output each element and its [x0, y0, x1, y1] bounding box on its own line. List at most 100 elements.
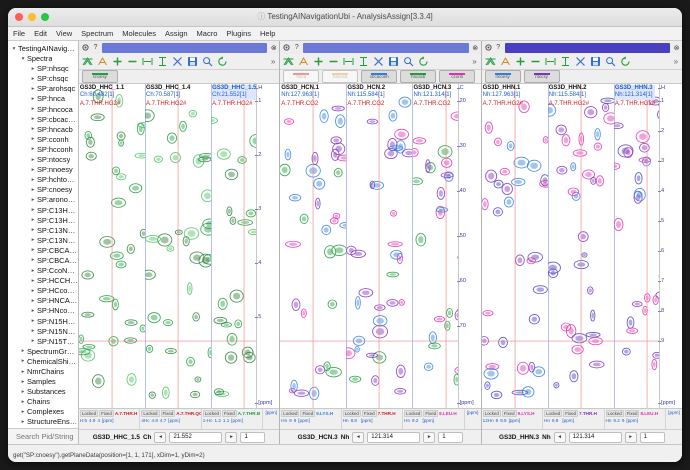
contour-positive-icon[interactable]	[282, 55, 295, 68]
chevron-icon[interactable]: ▸	[31, 136, 35, 143]
tree-item[interactable]: ▸ SP:hncacb	[10, 125, 78, 135]
chevron-icon[interactable]: ▸	[31, 318, 35, 325]
menu-spectrum[interactable]: Spectrum	[81, 29, 114, 38]
menu-molecules[interactable]: Molecules	[122, 29, 157, 38]
chevron-icon[interactable]: ▸	[31, 277, 35, 284]
panel-settings-gear-icon[interactable]	[483, 42, 492, 53]
tree-item[interactable]: ▸SP:N15NOESY_nnoesy...	[10, 327, 78, 337]
chevron-icon[interactable]: ▸	[21, 418, 25, 425]
chevron-icon[interactable]: ▸	[31, 186, 35, 193]
fix-button[interactable]: Fixed	[563, 410, 579, 417]
chevron-icon[interactable]: ▸	[21, 408, 25, 415]
contour-negative-icon[interactable]	[297, 55, 310, 68]
tree-item[interactable]: ▸SP:C13HSQC_@ARO_...	[10, 216, 78, 226]
lock-button[interactable]: Locked	[79, 410, 99, 417]
tree-item[interactable]: ▸ Samples	[10, 377, 78, 387]
tree-item[interactable]: ▸ SP:nnoesy	[10, 165, 78, 175]
panel-close-icon[interactable]: ⊗	[472, 44, 479, 52]
menu-file[interactable]: File	[13, 29, 26, 38]
tree-item[interactable]: ▸ SP:hncoca	[10, 105, 78, 115]
tree-item[interactable]: ▸SP:CBCAcoNH_cbcacon...	[10, 256, 78, 266]
tree-item[interactable]: ▸ SP:cconh	[10, 135, 78, 145]
tree-item[interactable]: ▸ SP:ntocsy	[10, 155, 78, 165]
chevron-icon[interactable]: ▸	[31, 196, 35, 203]
chevron-icon[interactable]: ▾	[21, 55, 25, 62]
tree-item[interactable]: ▸ChemicalShiftLists	[10, 357, 78, 367]
strip-axis-cell[interactable]: Locked Fixed 7.THR.H Hn 8.8 [ppm]	[543, 409, 605, 429]
menu-assign[interactable]: Assign	[165, 29, 188, 38]
tree-item[interactable]: ▸ SP:hchtocsy	[10, 175, 78, 185]
plane-value-field[interactable]: 21.552	[169, 431, 223, 443]
spectrum-toggle-cbcaconh[interactable]: cbcaconh	[361, 70, 398, 83]
fix-button[interactable]: Fixed	[423, 410, 439, 417]
chevron-icon[interactable]: ▸	[31, 85, 35, 92]
tree-item[interactable]: ▸ SP:chsqc	[10, 74, 78, 84]
spectrum-toggle-hncacb[interactable]: hncacb	[400, 70, 437, 83]
project-tree[interactable]: ▾TestingAINavigationUbi▾Spectra▸SP:nhsqc…	[8, 41, 78, 444]
search-input[interactable]	[8, 431, 78, 442]
reset-zoom-icon[interactable]	[372, 55, 385, 68]
chevron-icon[interactable]: ▸	[31, 247, 35, 254]
spectrum-strip[interactable]: GS3D_HHC_1.1 Ch:60.482[1] A.7.THR.HG2#	[78, 84, 146, 408]
previous-plane-button[interactable]: ◂	[553, 431, 566, 443]
panel-help-icon[interactable]: ?	[496, 44, 501, 51]
chevron-icon[interactable]: ▾	[12, 45, 16, 52]
previous-plane-button[interactable]: ◂	[352, 431, 365, 443]
chevron-icon[interactable]: ▸	[31, 287, 35, 294]
zoom-search-icon[interactable]	[402, 55, 415, 68]
tree-item[interactable]: ▸ NmrChains	[10, 367, 78, 377]
strip-label[interactable]: GS3D_HHC_1.1 Ch:60.482[1] A.7.THR.HG2#	[80, 85, 124, 108]
spectrum-toggle-bar[interactable]: hnca hncoca cbcaconh hncacb cconh	[280, 70, 481, 84]
expand-vertical-icon[interactable]	[559, 55, 572, 68]
tree-item[interactable]: ▸StructureEnsembles	[10, 417, 78, 427]
panel-close-icon[interactable]: ⊗	[270, 44, 277, 52]
plane-value-field[interactable]: 121.314	[568, 431, 622, 443]
strip-label[interactable]: GS3D_HHN.1 Nh:127.963[1] A.7.THR.HG2#	[483, 85, 523, 108]
strip-label[interactable]: GS3D_HHN.3 Nh:121.314[1] A.7.THR.HG2#	[614, 85, 656, 108]
strip-label[interactable]: GS3D_HCN.1 Nh:127.963[1] A.7.THR.CG2	[281, 85, 319, 108]
expand-horizontal-icon[interactable]	[342, 55, 355, 68]
tree-item[interactable]: ▸SP:CcoNH_cconh_@FL...	[10, 266, 78, 276]
strip-navigation-bar[interactable]: GS3D_HCN.3 Nh ◂ 121.314 ▸ 1	[280, 429, 481, 444]
spectrum-toggle-ntocsy[interactable]: ntocsy	[523, 70, 560, 83]
plane-index-field[interactable]: 1	[639, 431, 665, 443]
contour-negative-icon[interactable]	[499, 55, 512, 68]
chevron-icon[interactable]: ▸	[31, 338, 35, 345]
spectrum-plot[interactable]: GS3D_HCN.1 Nh:127.963[1] A.7.THR.CG2 GS3D_H…	[280, 84, 481, 408]
strip-axis-cell[interactable]: Locked Fixed 8.LEU.H Hn 9.2 9 [ppm]	[605, 409, 666, 429]
spectrum-toggle-hncoca[interactable]: hncoca	[322, 70, 359, 83]
tree-item[interactable]: ▸ SP:nhsqc	[10, 64, 78, 74]
spectrum-strip[interactable]: GS3D_HHN.2 Nh:115.584[1] A.7.THR.HG2#	[547, 84, 615, 408]
reset-zoom-icon[interactable]	[574, 55, 587, 68]
spectrum-toggle-bar[interactable]: nnoesy ntocsy	[481, 70, 682, 84]
tree-item[interactable]: ▸ SP:cbcaconh	[10, 115, 78, 125]
lock-button[interactable]: Locked	[141, 410, 160, 417]
tree-item[interactable]: ▸ Substances	[10, 387, 78, 397]
panel-toolbar[interactable]: »	[78, 54, 280, 70]
panel-settings-gear-icon[interactable]	[281, 42, 290, 53]
spectrum-toggle-hnca[interactable]: hnca	[283, 70, 320, 83]
chevron-icon[interactable]: ▸	[31, 146, 35, 153]
menu-plugins[interactable]: Plugins	[226, 29, 251, 38]
menubar[interactable]: File Edit View Spectrum Molecules Assign…	[8, 27, 682, 41]
chevron-icon[interactable]: ▸	[31, 267, 35, 274]
tree-item[interactable]: ▸ SP:arohsqc	[10, 84, 78, 94]
add-contour-icon[interactable]	[312, 55, 325, 68]
fix-button[interactable]: Fixed	[361, 410, 377, 417]
chevron-icon[interactable]: ▸	[31, 166, 35, 173]
lock-button[interactable]: Locked	[202, 410, 221, 417]
close-window-button[interactable]	[15, 13, 23, 21]
next-plane-button[interactable]: ▸	[423, 431, 436, 443]
chevron-icon[interactable]: ▸	[21, 378, 25, 385]
toolbar-overflow-icon[interactable]: »	[270, 57, 276, 66]
previous-plane-button[interactable]: ◂	[154, 431, 167, 443]
panel-title[interactable]	[303, 42, 469, 53]
fix-button[interactable]: Fixed	[624, 410, 640, 417]
chevron-icon[interactable]: ▸	[31, 217, 35, 224]
strip-label[interactable]: GS3D_HHN.2 Nh:115.584[1] A.7.THR.HG2#	[549, 85, 589, 108]
strip-navigation-bar[interactable]: GS3D_HHN.3 Nh ◂ 121.314 ▸ 1	[481, 429, 682, 444]
chevron-icon[interactable]: ▸	[31, 207, 35, 213]
panel-title[interactable]	[101, 42, 268, 53]
tree-item[interactable]: ▸SP:C13NOESY_@ARO...	[10, 236, 78, 246]
chevron-icon[interactable]: ▸	[21, 348, 25, 355]
